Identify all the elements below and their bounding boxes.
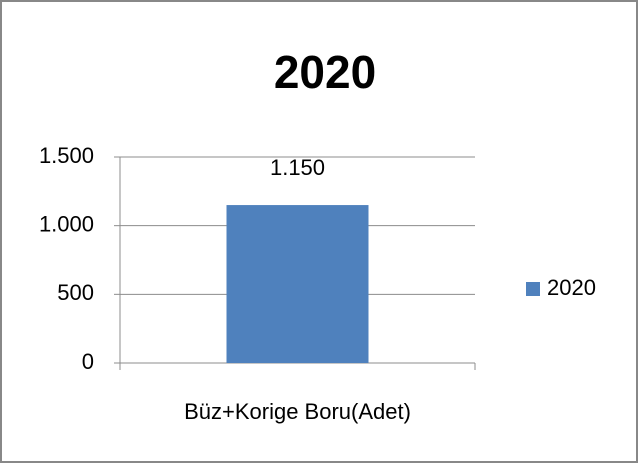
y-tick-label: 0 [82,349,94,374]
x-tick-label: Büz+Korige Boru(Adet) [184,399,411,424]
y-tick-label: 1.000 [39,211,94,236]
value-label: 1.150 [270,155,325,180]
legend-label: 2020 [547,275,596,300]
bar [226,205,369,363]
y-tick-label: 1.500 [39,143,94,168]
y-tick-label: 500 [57,280,94,305]
legend-swatch [526,282,540,296]
chart-title: 2020 [274,46,376,98]
